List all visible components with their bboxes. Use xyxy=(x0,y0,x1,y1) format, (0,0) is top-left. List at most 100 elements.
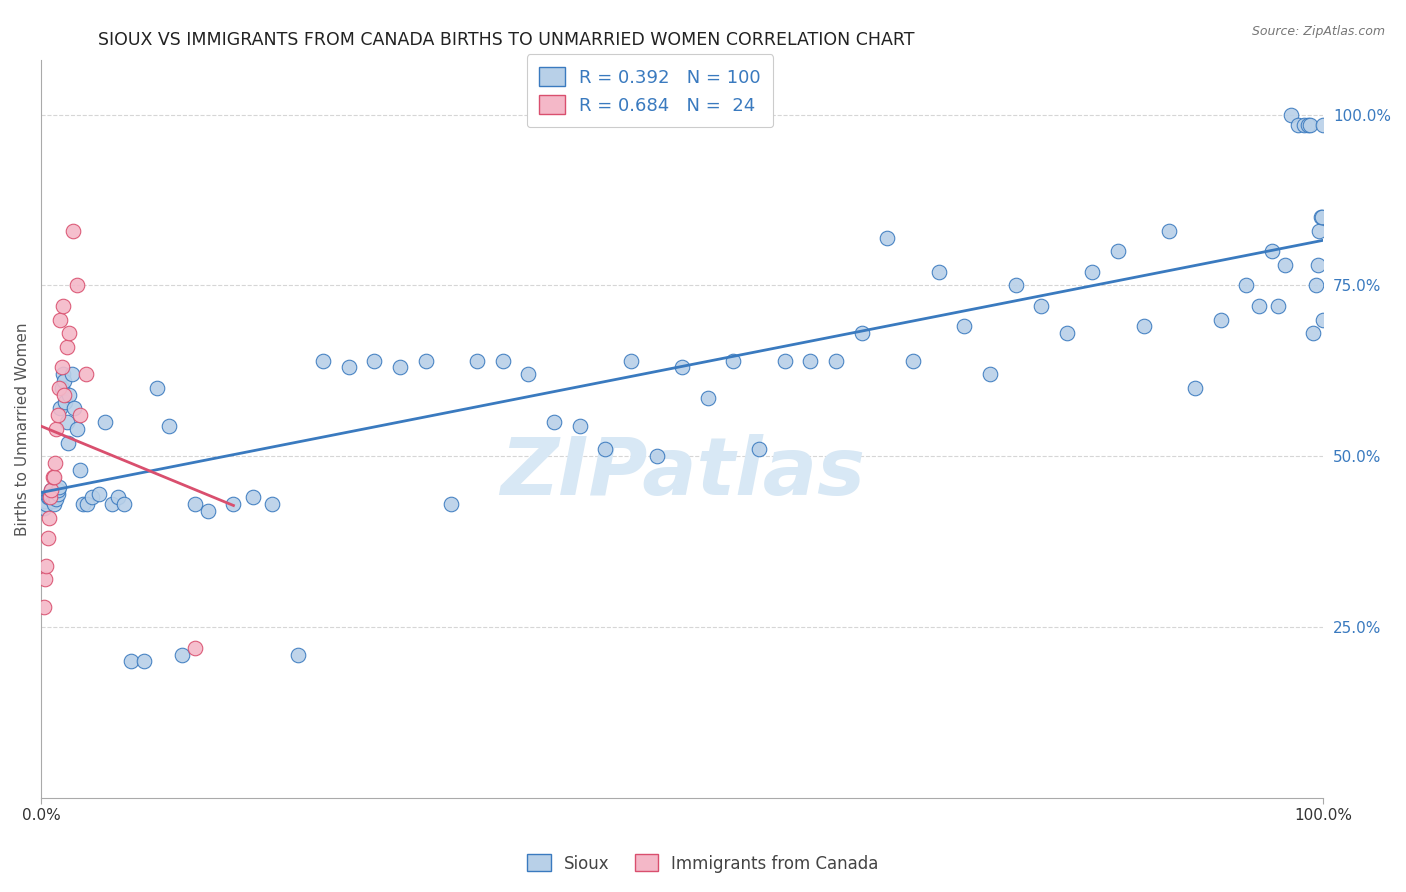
Point xyxy=(60,368,83,382)
Point xyxy=(1132,319,1154,334)
Point xyxy=(1209,312,1232,326)
Point xyxy=(82,491,104,505)
Point xyxy=(49,401,72,416)
Point xyxy=(799,353,821,368)
Point xyxy=(184,497,207,511)
Point xyxy=(1292,118,1315,132)
Point xyxy=(38,491,60,505)
Point xyxy=(132,654,155,668)
Point xyxy=(1031,299,1053,313)
Point xyxy=(48,381,70,395)
Point xyxy=(1184,381,1206,395)
Point xyxy=(928,265,950,279)
Point xyxy=(568,418,591,433)
Point xyxy=(953,319,976,334)
Point xyxy=(748,442,770,457)
Legend: Sioux, Immigrants from Canada: Sioux, Immigrants from Canada xyxy=(520,847,886,880)
Point xyxy=(66,422,89,436)
Point xyxy=(492,353,515,368)
Point xyxy=(41,483,63,498)
Point xyxy=(39,491,62,505)
Point xyxy=(222,497,245,511)
Point xyxy=(72,497,94,511)
Point xyxy=(671,360,693,375)
Point xyxy=(312,353,335,368)
Point xyxy=(69,463,91,477)
Point xyxy=(620,353,643,368)
Point xyxy=(35,497,58,511)
Point xyxy=(41,483,63,498)
Point xyxy=(1308,224,1330,238)
Point xyxy=(1308,258,1330,272)
Point xyxy=(517,368,540,382)
Point xyxy=(440,497,463,511)
Point xyxy=(1249,299,1271,313)
Point xyxy=(876,230,898,244)
Point xyxy=(46,409,69,423)
Point xyxy=(979,368,1001,382)
Point xyxy=(1296,118,1319,132)
Point xyxy=(543,415,565,429)
Point xyxy=(46,487,69,501)
Point xyxy=(42,497,65,511)
Point xyxy=(51,381,73,395)
Point xyxy=(184,640,207,655)
Text: SIOUX VS IMMIGRANTS FROM CANADA BIRTHS TO UNMARRIED WOMEN CORRELATION CHART: SIOUX VS IMMIGRANTS FROM CANADA BIRTHS T… xyxy=(98,31,915,49)
Point xyxy=(1302,326,1324,341)
Point xyxy=(56,435,79,450)
Legend: R = 0.392   N = 100, R = 0.684   N =  24: R = 0.392 N = 100, R = 0.684 N = 24 xyxy=(527,54,773,128)
Point xyxy=(41,470,63,484)
Point xyxy=(34,493,56,508)
Point xyxy=(1274,258,1296,272)
Point xyxy=(825,353,848,368)
Text: ZIPatlas: ZIPatlas xyxy=(499,434,865,512)
Point xyxy=(45,491,67,506)
Point xyxy=(52,299,75,313)
Point xyxy=(66,278,89,293)
Point xyxy=(94,415,117,429)
Point xyxy=(851,326,873,341)
Point xyxy=(287,648,309,662)
Point xyxy=(39,487,62,501)
Point xyxy=(415,353,437,368)
Point xyxy=(145,381,167,395)
Point xyxy=(114,497,136,511)
Point xyxy=(32,599,55,614)
Point xyxy=(1267,299,1289,313)
Point xyxy=(773,353,796,368)
Point xyxy=(87,487,110,501)
Point xyxy=(46,483,69,498)
Point xyxy=(1309,210,1331,224)
Point xyxy=(593,442,616,457)
Point xyxy=(44,456,66,470)
Point xyxy=(242,491,264,505)
Point xyxy=(337,360,360,375)
Point xyxy=(53,374,76,388)
Point xyxy=(34,572,56,586)
Text: Source: ZipAtlas.com: Source: ZipAtlas.com xyxy=(1251,25,1385,38)
Point xyxy=(696,391,718,405)
Point xyxy=(42,487,65,501)
Point xyxy=(260,497,283,511)
Point xyxy=(645,450,668,464)
Point xyxy=(51,360,73,375)
Point xyxy=(53,388,76,402)
Point xyxy=(157,418,180,433)
Point xyxy=(901,353,924,368)
Point xyxy=(63,401,86,416)
Point xyxy=(1299,118,1322,132)
Point xyxy=(1312,118,1334,132)
Point xyxy=(1312,312,1334,326)
Point xyxy=(62,224,84,238)
Point xyxy=(389,360,412,375)
Point xyxy=(45,422,67,436)
Point xyxy=(32,500,55,515)
Point xyxy=(37,491,59,505)
Point xyxy=(100,497,122,511)
Point xyxy=(723,353,745,368)
Point xyxy=(49,312,72,326)
Point xyxy=(1081,265,1104,279)
Point xyxy=(197,504,219,518)
Point xyxy=(55,394,77,409)
Point xyxy=(1286,118,1309,132)
